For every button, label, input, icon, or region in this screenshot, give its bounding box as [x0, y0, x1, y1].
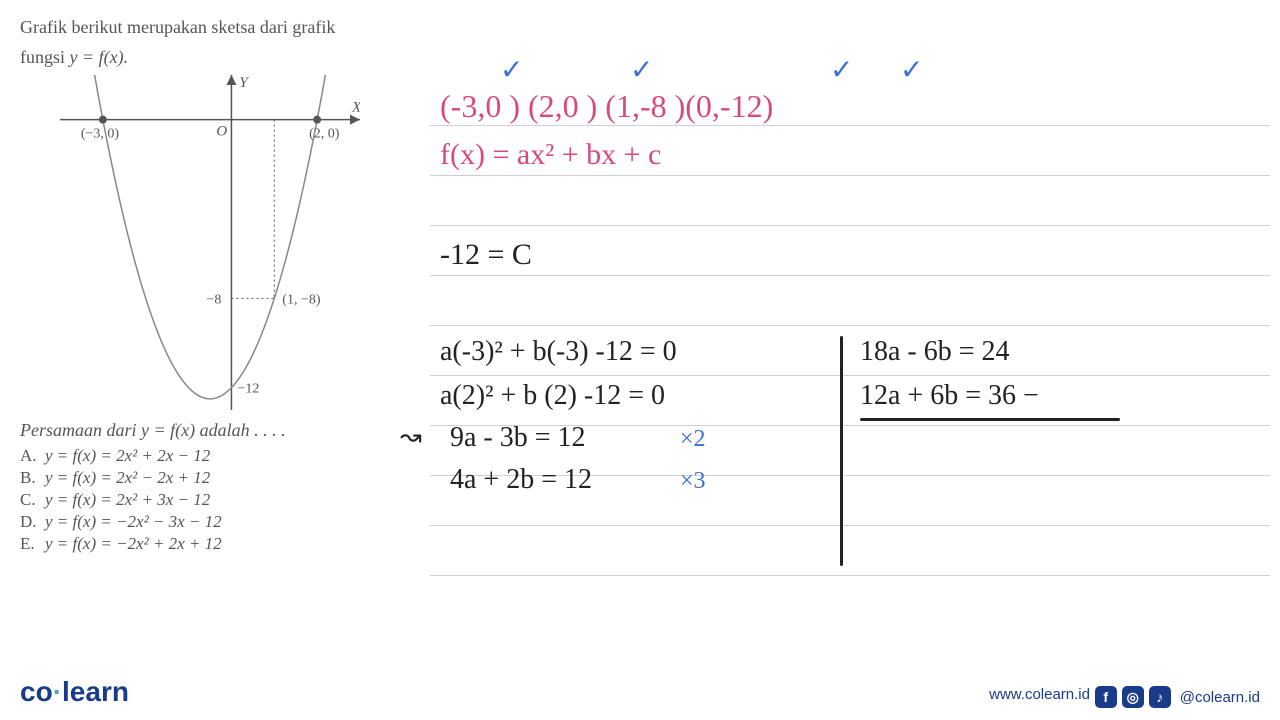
social-row: f ◎ ♪ @colearn.id [1095, 686, 1260, 708]
facebook-icon[interactable]: f [1095, 686, 1117, 708]
points-row: (-3,0 ) (2,0 ) (1,-8 )(0,-12) [440, 88, 773, 125]
arrow-icon: ↝ [400, 422, 422, 452]
social-handle[interactable]: @colearn.id [1180, 689, 1260, 706]
svg-text:(−3, 0): (−3, 0) [81, 127, 120, 142]
ruled-line [430, 125, 1270, 126]
ruled-line [430, 175, 1270, 176]
svg-text:O: O [216, 124, 227, 140]
svg-text:(1, −8): (1, −8) [282, 293, 321, 308]
divider-bar [840, 336, 843, 566]
instagram-icon[interactable]: ◎ [1122, 686, 1144, 708]
svg-text:−8: −8 [206, 293, 221, 308]
checkmark-icon: ✓ [900, 53, 923, 87]
sub-question: Persamaan dari y = f(x) adalah . . . . [20, 420, 420, 441]
answer-option: E.y = f(x) = −2x² + 2x + 12 [20, 534, 420, 554]
brand-logo: co·learn [20, 676, 129, 708]
answer-option: B.y = f(x) = 2x² − 2x + 12 [20, 468, 420, 488]
answer-option: C.y = f(x) = 2x² + 3x − 12 [20, 490, 420, 510]
c-equals: -12 = C [440, 238, 532, 272]
question-line1: Grafik berikut merupakan sketsa dari gra… [20, 15, 420, 40]
simplified-1: 9a - 3b = 12 [450, 422, 586, 454]
simplified-2: 4a + 2b = 12 [450, 464, 592, 496]
ruled-line [430, 375, 1270, 376]
svg-text:X: X [351, 100, 360, 116]
subtract-underline [860, 418, 1120, 421]
checkmark-icon: ✓ [500, 53, 523, 87]
ruled-line [430, 225, 1270, 226]
formula-row: f(x) = ax² + bx + c [440, 138, 661, 172]
graph-svg: X Y O (−3, 0) (2, 0) −8 (1, −8) −12 [60, 75, 360, 410]
work-panel: ✓✓✓✓(-3,0 ) (2,0 ) (1,-8 )(0,-12)f(x) = … [430, 50, 1270, 610]
mult-2: ×3 [680, 468, 706, 495]
checkmark-icon: ✓ [830, 53, 853, 87]
question-line2: fungsi y = f(x). [20, 45, 420, 70]
right-eq-2: 12a + 6b = 36 − [860, 380, 1039, 412]
checkmark-icon: ✓ [630, 53, 653, 87]
ruled-line [430, 325, 1270, 326]
answer-option: D.y = f(x) = −2x² − 3x − 12 [20, 512, 420, 532]
svg-text:Y: Y [239, 75, 249, 91]
ruled-line [430, 525, 1270, 526]
options-list: A.y = f(x) = 2x² + 2x − 12B.y = f(x) = 2… [20, 446, 420, 554]
svg-text:−12: −12 [237, 382, 259, 397]
tiktok-icon[interactable]: ♪ [1149, 686, 1171, 708]
mult-1: ×2 [680, 426, 706, 453]
equation-2: a(2)² + b (2) -12 = 0 [440, 380, 665, 412]
website-link[interactable]: www.colearn.id [989, 686, 1090, 703]
ruled-line [430, 275, 1270, 276]
graph: X Y O (−3, 0) (2, 0) −8 (1, −8) −12 [60, 75, 420, 415]
right-eq-1: 18a - 6b = 24 [860, 336, 1010, 368]
equation-1: a(-3)² + b(-3) -12 = 0 [440, 336, 677, 368]
svg-text:(2, 0): (2, 0) [309, 127, 340, 142]
ruled-line [430, 575, 1270, 576]
answer-option: A.y = f(x) = 2x² + 2x − 12 [20, 446, 420, 466]
question-panel: Grafik berikut merupakan sketsa dari gra… [20, 15, 420, 556]
footer: co·learn www.colearn.id f ◎ ♪ @colearn.i… [0, 678, 1280, 708]
